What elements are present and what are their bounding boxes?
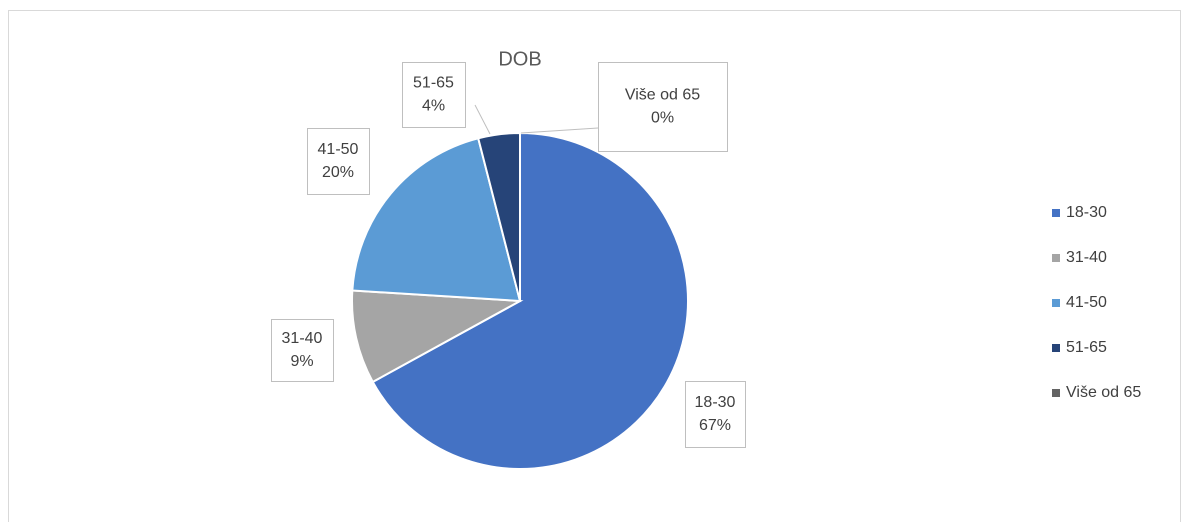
legend-label: 51-65 [1066,339,1107,356]
data-label-category: 51-65 [413,75,454,92]
legend-label: 41-50 [1066,294,1107,311]
pie-slice [351,289,524,384]
legend-label: 31-40 [1066,249,1107,266]
data-label-box [598,62,728,152]
data-label-value: 0% [651,110,674,127]
data-label-category: Više od 65 [625,87,700,104]
legend-marker [1052,389,1060,397]
data-label-value: 67% [699,417,731,434]
legend-marker [1052,299,1060,307]
leader-line [520,127,599,134]
data-label-category: 41-50 [318,141,359,158]
data-label-value: 4% [422,98,445,115]
data-label-box [307,128,370,195]
legend-label: 18-30 [1066,204,1107,221]
leader-line [474,104,491,135]
legend-label: Više od 65 [1066,384,1141,401]
chart-title: DOB [498,48,541,70]
data-label-box [271,319,334,382]
legend-marker [1052,344,1060,352]
legend-marker [1052,209,1060,217]
data-label-category: 18-30 [695,394,736,411]
data-label-value: 9% [290,353,313,370]
pie-slice [351,137,522,303]
data-label-box [685,381,746,448]
data-label-box [402,62,466,128]
data-label-category: 31-40 [282,330,323,347]
pie-slice [371,131,689,470]
data-label-value: 20% [322,164,354,181]
legend-marker [1052,254,1060,262]
